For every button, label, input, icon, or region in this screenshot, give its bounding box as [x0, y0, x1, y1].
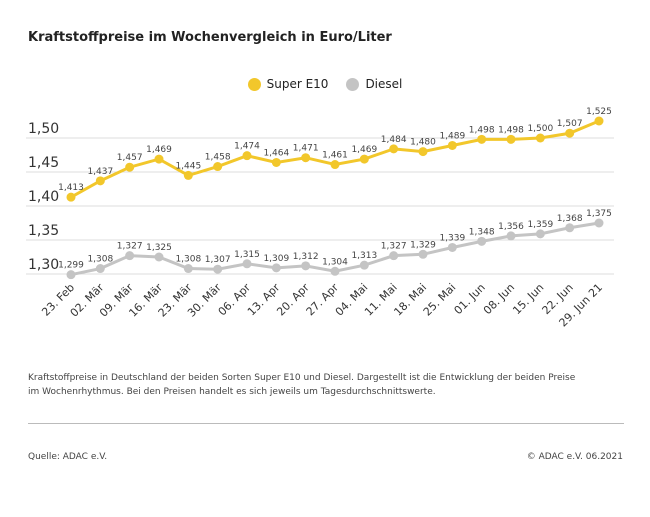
data-label: 1,445 — [175, 161, 201, 171]
x-tick-label: 25. Mai — [421, 281, 459, 319]
chart-title: Kraftstoffpreise im Wochenvergleich in E… — [28, 30, 392, 45]
data-label: 1,325 — [146, 243, 172, 253]
data-point — [95, 176, 105, 186]
data-point — [242, 259, 252, 269]
data-point — [535, 229, 545, 239]
data-label: 1,315 — [234, 250, 260, 260]
legend-item-diesel: Diesel — [346, 77, 402, 91]
data-point — [477, 236, 487, 246]
x-tick-label: 08. Jun — [481, 281, 517, 317]
data-point — [477, 134, 487, 144]
data-label: 1,507 — [557, 119, 583, 129]
data-label: 1,498 — [498, 125, 524, 135]
data-label: 1,312 — [293, 252, 319, 262]
legend-item-super-e10: Super E10 — [247, 77, 329, 91]
data-label: 1,471 — [293, 144, 319, 154]
data-label: 1,474 — [234, 142, 260, 152]
data-point — [66, 192, 76, 202]
data-point — [565, 128, 575, 138]
data-label: 1,489 — [439, 131, 465, 141]
data-label: 1,299 — [58, 261, 84, 271]
divider — [28, 423, 624, 424]
data-point — [271, 157, 281, 167]
x-tick-label: 30. Mär — [185, 281, 224, 320]
data-point — [242, 151, 252, 161]
data-point — [154, 252, 164, 262]
data-label: 1,498 — [469, 125, 495, 135]
data-label: 1,461 — [322, 151, 348, 161]
data-label: 1,469 — [146, 145, 172, 155]
data-label: 1,437 — [87, 167, 113, 177]
y-tick-label: 1,35 — [28, 223, 59, 239]
data-point — [565, 223, 575, 233]
data-label: 1,308 — [175, 255, 201, 265]
data-label: 1,329 — [410, 240, 436, 250]
data-point — [594, 116, 604, 126]
data-point — [330, 160, 340, 170]
data-label: 1,484 — [381, 135, 407, 145]
data-point — [301, 153, 311, 163]
data-point — [359, 154, 369, 164]
data-label: 1,313 — [351, 251, 377, 261]
data-label: 1,368 — [557, 214, 583, 224]
data-point — [271, 263, 281, 273]
y-tick-label: 1,40 — [28, 189, 59, 205]
data-label: 1,457 — [117, 153, 143, 163]
data-label: 1,500 — [527, 124, 553, 134]
source: Quelle: ADAC e.V. — [28, 452, 108, 462]
x-tick-label: 15. Jun — [510, 281, 546, 317]
legend-label: Super E10 — [266, 77, 329, 91]
data-point — [95, 264, 105, 274]
legend-label: Diesel — [365, 77, 403, 91]
data-point — [183, 170, 193, 180]
data-label: 1,339 — [439, 233, 465, 243]
data-point — [183, 264, 193, 274]
data-label: 1,348 — [469, 227, 495, 237]
data-point — [447, 242, 457, 252]
data-label: 1,413 — [58, 183, 84, 193]
data-point — [447, 140, 457, 150]
data-point — [154, 154, 164, 164]
legend-marker — [247, 77, 261, 91]
legend: Super E10 Diesel — [0, 77, 650, 91]
data-label: 1,308 — [87, 255, 113, 265]
data-label: 1,464 — [263, 148, 289, 158]
data-label: 1,309 — [263, 254, 289, 264]
data-label: 1,304 — [322, 257, 348, 267]
data-point — [506, 134, 516, 144]
data-point — [66, 270, 76, 280]
data-label: 1,307 — [205, 255, 231, 265]
data-point — [418, 249, 428, 259]
y-tick-label: 1,30 — [28, 257, 59, 273]
x-tick-label: 01. Jun — [452, 281, 488, 317]
legend-marker — [346, 77, 360, 91]
y-tick-label: 1,50 — [28, 121, 59, 137]
data-point — [125, 251, 135, 261]
data-label: 1,375 — [586, 209, 612, 219]
data-label: 1,327 — [117, 242, 143, 252]
data-point — [418, 147, 428, 157]
data-point — [213, 264, 223, 274]
data-point — [359, 260, 369, 270]
data-point — [506, 231, 516, 241]
data-point — [330, 266, 340, 276]
y-tick-label: 1,45 — [28, 155, 59, 171]
data-label: 1,327 — [381, 242, 407, 252]
copyright: © ADAC e.V. 06.2021 — [526, 452, 623, 462]
data-point — [594, 218, 604, 228]
data-label: 1,458 — [205, 153, 231, 163]
chart-note: Kraftstoffpreise in Deutschland der beid… — [28, 373, 576, 397]
data-point — [213, 162, 223, 172]
data-point — [389, 251, 399, 261]
data-label: 1,469 — [351, 145, 377, 155]
data-point — [389, 144, 399, 154]
data-point — [535, 133, 545, 143]
data-label: 1,356 — [498, 222, 524, 232]
data-label: 1,480 — [410, 138, 436, 148]
data-label: 1,359 — [527, 220, 553, 230]
data-point — [301, 261, 311, 271]
data-label: 1,525 — [586, 107, 612, 117]
data-point — [125, 162, 135, 172]
